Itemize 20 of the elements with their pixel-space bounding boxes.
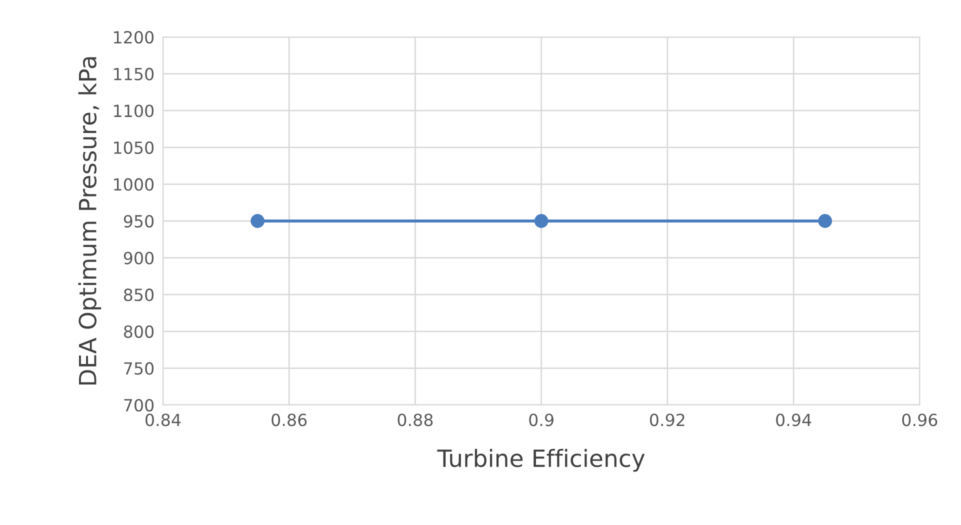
x-tick-label: 0.92 [650,414,684,426]
x-tick-label: 0.88 [398,414,433,426]
x-tick-label: 0.94 [776,414,812,426]
y-tick-label: 1200 [114,30,154,44]
y-tick-label: 1150 [114,68,154,80]
y-tick-label: 850 [124,288,154,302]
x-tick-label: 0.9 [529,414,554,426]
x-axis-title: Turbine Efficiency [437,448,645,472]
y-tick-label: 1000 [114,178,154,191]
y-tick-label: 800 [124,325,154,338]
y-tick-label: 700 [124,398,154,412]
y-tick-label: 950 [124,214,154,228]
y-tick-label: 1050 [114,141,154,154]
x-tick-label: 0.96 [902,414,938,426]
y-tick-label: 900 [124,252,154,264]
y-axis-title: DEA Optimum Pressure, kPa [78,57,102,385]
x-tick-label: 0.86 [272,414,307,426]
y-tick-label: 1100 [114,104,154,118]
y-tick-label: 750 [124,362,154,375]
x-tick-label: 0.84 [146,414,181,426]
